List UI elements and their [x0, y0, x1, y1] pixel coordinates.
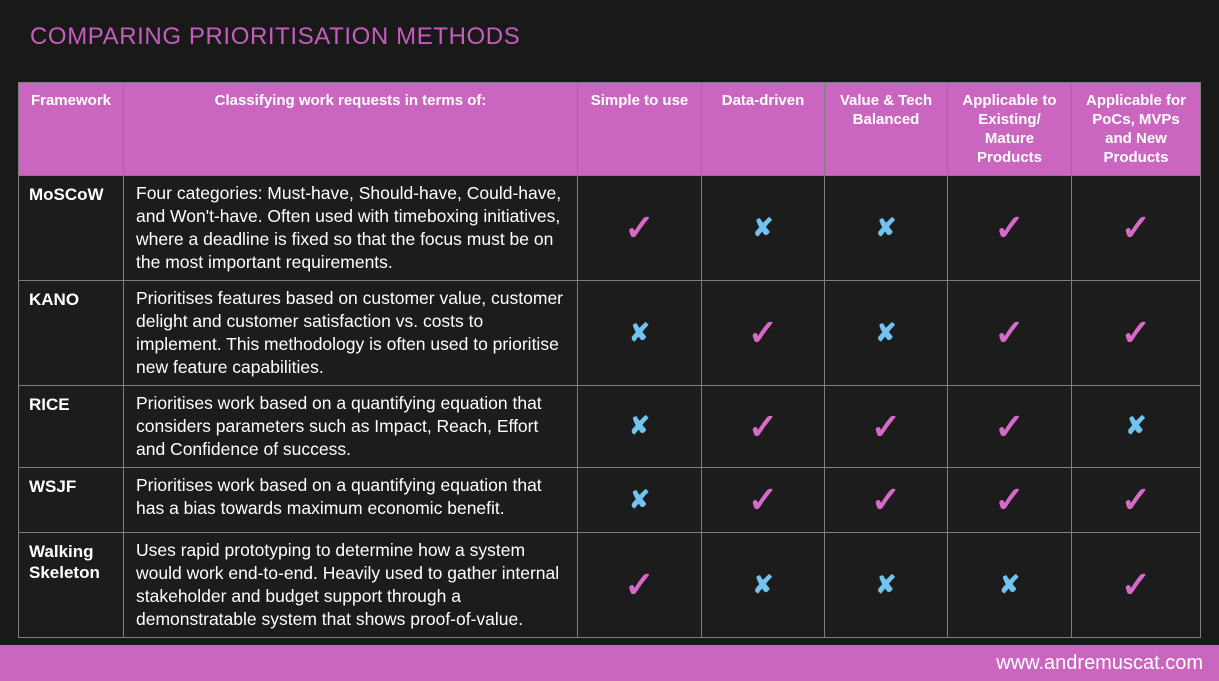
check-icon: ✓ [1120, 312, 1152, 353]
cross-icon: ✘ [875, 570, 897, 599]
page-title: COMPARING PRIORITISATION METHODS [30, 23, 521, 50]
check-icon: ✓ [747, 405, 779, 447]
framework-description: Prioritises work based on a quantifying … [123, 385, 578, 468]
cross-icon: ✘ [629, 318, 650, 347]
mark-cell: ✓ [947, 280, 1072, 386]
check-icon: ✓ [994, 479, 1025, 520]
mark-cell: ✓ [947, 175, 1072, 281]
check-icon: ✓ [870, 479, 902, 520]
column-header: Simple to use [577, 82, 702, 176]
mark-cell: ✘ [701, 175, 825, 281]
framework-name: WSJF [18, 467, 124, 533]
table-header-row: Framework Classifying work requests in te… [18, 82, 1201, 176]
table-row: KANO Prioritises features based on custom… [18, 280, 1201, 386]
cross-icon: ✘ [1125, 412, 1147, 440]
mark-cell: ✘ [824, 280, 948, 386]
framework-description: Prioritises features based on customer v… [123, 280, 578, 386]
column-header: Value & Tech Balanced [824, 82, 948, 176]
column-header: Applicable to Existing/ Mature Products [947, 82, 1072, 176]
mark-cell: ✓ [824, 467, 948, 533]
check-icon: ✓ [994, 207, 1025, 248]
table-row: MoSCoW Four categories: Must-have, Should… [18, 175, 1201, 281]
mark-cell: ✓ [1071, 532, 1201, 638]
column-header: Data-driven [701, 82, 825, 176]
mark-cell: ✘ [1071, 385, 1201, 468]
mark-cell: ✓ [577, 175, 702, 281]
mark-cell: ✘ [701, 532, 825, 638]
check-icon: ✓ [624, 564, 655, 605]
table-row: WSJF Prioritises work based on a quantify… [18, 467, 1201, 533]
mark-cell: ✘ [947, 532, 1072, 638]
cross-icon: ✘ [875, 318, 897, 347]
check-icon: ✓ [994, 405, 1025, 447]
mark-cell: ✘ [824, 175, 948, 281]
framework-description: Four categories: Must-have, Should-have,… [123, 175, 578, 281]
mark-cell: ✓ [947, 467, 1072, 533]
table-row: RICE Prioritises work based on a quantify… [18, 385, 1201, 468]
column-header: Applicable for PoCs, MVPs and New Produc… [1071, 82, 1201, 176]
mark-cell: ✓ [701, 467, 825, 533]
mark-cell: ✓ [701, 280, 825, 386]
framework-name: KANO [18, 280, 124, 386]
framework-description: Uses rapid prototyping to determine how … [123, 532, 578, 638]
framework-name: RICE [18, 385, 124, 468]
cross-icon: ✘ [875, 213, 897, 242]
column-header: Framework [18, 82, 124, 176]
check-icon: ✓ [747, 479, 779, 520]
mark-cell: ✓ [701, 385, 825, 468]
column-header: Classifying work requests in terms of: [123, 82, 578, 176]
mark-cell: ✓ [1071, 467, 1201, 533]
table-row: Walking Skeleton Uses rapid prototyping t… [18, 532, 1201, 638]
mark-cell: ✓ [1071, 175, 1201, 281]
framework-name: MoSCoW [18, 175, 124, 281]
mark-cell: ✓ [947, 385, 1072, 468]
cross-icon: ✘ [629, 485, 650, 514]
mark-cell: ✘ [577, 385, 702, 468]
cross-icon: ✘ [999, 570, 1020, 599]
check-icon: ✓ [994, 312, 1025, 353]
framework-description: Prioritises work based on a quantifying … [123, 467, 578, 533]
footer-url: www.andremuscat.com [996, 652, 1203, 674]
check-icon: ✓ [1120, 207, 1152, 248]
check-icon: ✓ [624, 207, 655, 248]
check-icon: ✓ [1120, 479, 1152, 520]
mark-cell: ✓ [824, 385, 948, 468]
mark-cell: ✘ [577, 280, 702, 386]
check-icon: ✓ [870, 405, 902, 447]
mark-cell: ✘ [824, 532, 948, 638]
comparison-table: Framework Classifying work requests in te… [18, 82, 1201, 638]
cross-icon: ✘ [629, 412, 650, 440]
check-icon: ✓ [1120, 564, 1152, 605]
mark-cell: ✓ [577, 532, 702, 638]
check-icon: ✓ [747, 312, 779, 353]
footer-bar: www.andremuscat.com [0, 645, 1219, 681]
mark-cell: ✘ [577, 467, 702, 533]
cross-icon: ✘ [752, 570, 774, 599]
mark-cell: ✓ [1071, 280, 1201, 386]
framework-name: Walking Skeleton [18, 532, 124, 638]
cross-icon: ✘ [752, 213, 774, 242]
